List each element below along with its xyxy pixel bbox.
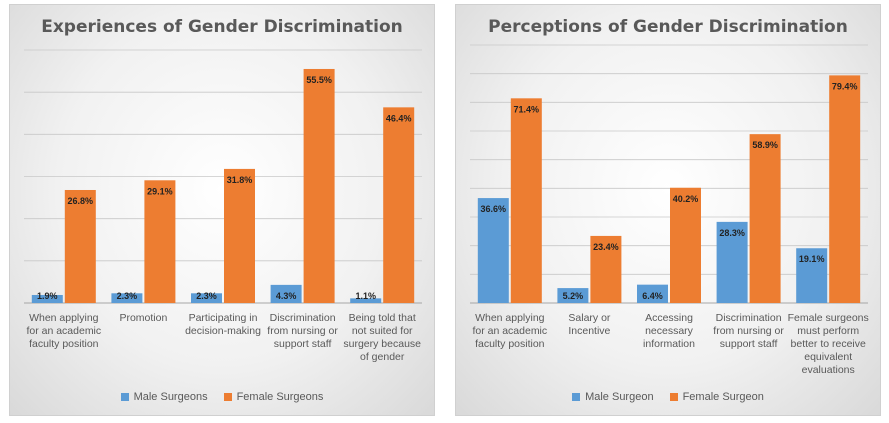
category-label: better to receive [791, 338, 866, 350]
category-label: When applying [29, 312, 99, 324]
data-label: 1.1% [355, 291, 376, 301]
category-label: surgery because [343, 338, 421, 350]
data-label: 58.9% [752, 140, 778, 150]
bar-female [303, 68, 335, 303]
legend-swatch-male [572, 393, 581, 401]
category-label: Participating in [189, 312, 258, 324]
data-label: 36.6% [481, 204, 507, 214]
perceptions-chart-panel: Perceptions of Gender Discrimination 36.… [455, 4, 881, 416]
data-label: 6.4% [642, 291, 663, 301]
data-label: 19.1% [799, 254, 825, 264]
data-label: 79.4% [832, 81, 858, 91]
experiences-chart-panel: Experiences of Gender Discrimination 1.9… [9, 4, 435, 416]
bar-female [64, 189, 96, 303]
category-label: from nursing or [713, 325, 784, 337]
data-label: 5.2% [563, 291, 584, 301]
legend-label-male: Male Surgeons [133, 391, 208, 403]
category-label: equivalent [804, 351, 852, 363]
category-label: of gender [360, 351, 405, 363]
category-label: Salary or [568, 312, 611, 324]
category-label: faculty position [475, 338, 545, 350]
legend-item-male: Male Surgeons [120, 391, 208, 403]
legend-item-male: Male Surgeon [572, 391, 654, 403]
category-label: from nursing or [267, 325, 338, 337]
legend-label-female: Female Surgeons [236, 391, 324, 403]
bar-female [383, 107, 415, 303]
category-label: When applying [475, 312, 545, 324]
bar-male [31, 294, 63, 303]
data-label: 71.4% [514, 104, 540, 114]
category-label: necessary [645, 325, 694, 337]
bar-female [510, 98, 542, 303]
data-label: 26.8% [68, 196, 94, 206]
category-label: Discrimination [270, 312, 336, 324]
legend-item-female: Female Surgeons [223, 391, 324, 403]
data-label: 1.9% [37, 291, 58, 301]
bar-male [350, 298, 382, 303]
data-label: 4.3% [276, 291, 297, 301]
legend-item-female: Female Surgeon [669, 391, 764, 403]
legend-swatch-male [120, 393, 129, 401]
bar-female [749, 134, 781, 303]
bar-male [111, 293, 143, 303]
data-label: 46.4% [386, 113, 412, 123]
category-label: for an academic [472, 325, 547, 337]
category-label: support staff [720, 338, 778, 350]
legend: Male Surgeon Female Surgeon [456, 391, 880, 403]
category-label: Promotion [119, 312, 167, 324]
chart-title: Perceptions of Gender Discrimination [488, 17, 848, 37]
category-label: not suited for [352, 325, 413, 337]
category-label: Discrimination [716, 312, 782, 324]
chart-title: Experiences of Gender Discrimination [41, 17, 403, 37]
data-label: 2.3% [117, 291, 138, 301]
bar-male [796, 248, 828, 303]
category-label: information [643, 338, 695, 350]
legend-label-male: Male Surgeon [585, 391, 654, 403]
category-label: Being told that [349, 312, 416, 324]
legend: Male Surgeons Female Surgeons [10, 391, 434, 403]
bar-female [144, 180, 176, 303]
data-label: 29.1% [147, 186, 173, 196]
legend-label-female: Female Surgeon [682, 391, 764, 403]
bar-female [670, 187, 701, 303]
category-label: evaluations [802, 364, 855, 376]
bar-female [829, 75, 861, 304]
bar-female [590, 235, 622, 303]
data-label: 55.5% [306, 75, 332, 85]
category-label: Incentive [568, 325, 610, 337]
data-label: 28.3% [719, 228, 745, 238]
legend-swatch-female [223, 393, 232, 401]
bar-male [716, 221, 748, 303]
category-label: Female surgeons [788, 312, 869, 324]
bar-female [224, 168, 255, 303]
category-label: must perform [797, 325, 859, 337]
category-label: for an academic [26, 325, 101, 337]
bar-male [270, 284, 302, 303]
category-label: Accessing [645, 312, 693, 324]
bar-male [637, 284, 668, 303]
data-label: 23.4% [593, 242, 619, 252]
bar-male [477, 198, 509, 303]
bar-male [191, 293, 222, 303]
category-label: decision-making [185, 325, 261, 337]
bar-male [557, 288, 589, 303]
data-label: 40.2% [673, 194, 699, 204]
legend-swatch-female [669, 393, 678, 401]
category-label: support staff [274, 338, 332, 350]
data-label: 31.8% [227, 175, 253, 185]
data-label: 2.3% [196, 291, 217, 301]
category-label: faculty position [29, 338, 99, 350]
